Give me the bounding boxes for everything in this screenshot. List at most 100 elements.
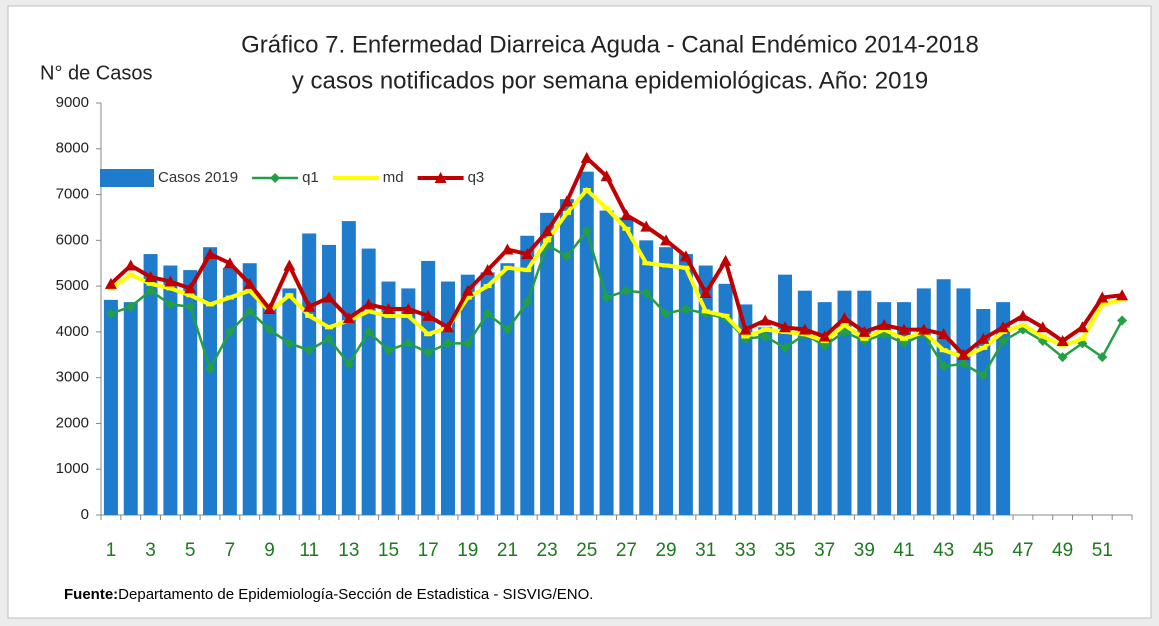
x-tick-label: 15 bbox=[378, 540, 399, 561]
bar bbox=[698, 265, 713, 515]
marker bbox=[502, 324, 513, 335]
bar bbox=[956, 288, 971, 515]
marker bbox=[1096, 291, 1109, 303]
marker bbox=[304, 345, 315, 356]
marker bbox=[185, 301, 196, 312]
bar bbox=[896, 302, 911, 515]
x-tick-label: 41 bbox=[893, 540, 914, 561]
marker bbox=[325, 325, 334, 330]
marker bbox=[481, 264, 494, 276]
y-tick-label: 7000 bbox=[56, 186, 89, 203]
marker bbox=[284, 338, 295, 349]
bar bbox=[797, 290, 812, 515]
marker bbox=[382, 303, 395, 314]
x-tick-label: 23 bbox=[537, 540, 558, 561]
line bbox=[110, 228, 1124, 378]
marker bbox=[402, 303, 415, 314]
chart-title: y casos notificados por semana epidemiol… bbox=[292, 67, 928, 94]
x-tick-label: 21 bbox=[497, 540, 518, 561]
marker bbox=[224, 326, 235, 337]
x-tick-label: 31 bbox=[695, 540, 716, 561]
bar bbox=[718, 283, 733, 515]
marker bbox=[1018, 323, 1027, 328]
x-tick-label: 19 bbox=[457, 540, 478, 561]
marker bbox=[324, 333, 335, 344]
marker bbox=[602, 206, 611, 211]
bar bbox=[322, 244, 337, 515]
marker bbox=[978, 370, 989, 381]
marker bbox=[858, 325, 871, 337]
marker bbox=[1036, 321, 1049, 333]
bar bbox=[143, 254, 158, 516]
bar bbox=[222, 267, 237, 515]
bar bbox=[678, 254, 693, 516]
marker bbox=[958, 358, 969, 369]
marker bbox=[144, 270, 157, 282]
marker bbox=[561, 251, 572, 262]
marker bbox=[523, 268, 532, 273]
marker bbox=[303, 300, 316, 312]
y-axis-label: N° de Casos bbox=[40, 62, 153, 84]
marker bbox=[461, 284, 474, 296]
bar bbox=[976, 309, 991, 515]
bar bbox=[639, 240, 654, 516]
marker bbox=[1016, 309, 1029, 321]
x-tick-label: 1 bbox=[106, 540, 117, 561]
marker bbox=[383, 345, 394, 356]
marker bbox=[362, 298, 375, 310]
marker bbox=[503, 265, 512, 270]
marker bbox=[1097, 352, 1108, 363]
marker bbox=[741, 334, 750, 339]
bar bbox=[659, 247, 674, 515]
marker bbox=[184, 282, 197, 294]
marker bbox=[641, 287, 652, 298]
marker bbox=[1098, 302, 1107, 307]
marker bbox=[521, 248, 534, 260]
line bbox=[109, 154, 1123, 358]
marker bbox=[721, 313, 730, 318]
marker bbox=[640, 220, 653, 232]
marker bbox=[819, 340, 830, 351]
x-tick-label: 33 bbox=[735, 540, 756, 561]
marker bbox=[917, 323, 930, 335]
marker bbox=[620, 209, 633, 221]
marker bbox=[323, 291, 336, 303]
bar bbox=[778, 274, 793, 515]
x-tick-label: 9 bbox=[264, 540, 275, 561]
bar bbox=[936, 279, 951, 515]
marker bbox=[225, 295, 234, 300]
bar bbox=[421, 260, 436, 515]
marker bbox=[186, 293, 195, 298]
x-tick-label: 37 bbox=[814, 540, 835, 561]
marker bbox=[223, 257, 236, 269]
marker bbox=[938, 361, 949, 372]
bar bbox=[361, 248, 376, 515]
bar bbox=[916, 288, 931, 515]
source-label: Fuente: bbox=[64, 586, 118, 603]
bar bbox=[996, 302, 1011, 515]
marker bbox=[761, 327, 770, 332]
marker bbox=[860, 336, 869, 341]
y-tick-label: 3000 bbox=[56, 369, 89, 386]
bar bbox=[837, 290, 852, 515]
marker bbox=[206, 302, 215, 307]
marker bbox=[681, 265, 690, 270]
x-tick-label: 39 bbox=[854, 540, 875, 561]
legend-label: q3 bbox=[468, 169, 485, 186]
marker bbox=[701, 309, 710, 314]
marker bbox=[422, 309, 435, 321]
marker bbox=[582, 187, 591, 192]
marker bbox=[897, 323, 910, 335]
bar bbox=[480, 272, 495, 515]
source: Fuente:Departamento de Epidemiología-Sec… bbox=[64, 586, 593, 603]
bar bbox=[262, 306, 277, 515]
marker bbox=[977, 332, 990, 344]
marker bbox=[483, 284, 492, 289]
marker bbox=[622, 226, 631, 231]
marker bbox=[434, 172, 447, 183]
bar bbox=[163, 265, 178, 515]
marker bbox=[283, 259, 296, 271]
y-tick-label: 2000 bbox=[56, 414, 89, 431]
x-tick-label: 49 bbox=[1052, 540, 1073, 561]
